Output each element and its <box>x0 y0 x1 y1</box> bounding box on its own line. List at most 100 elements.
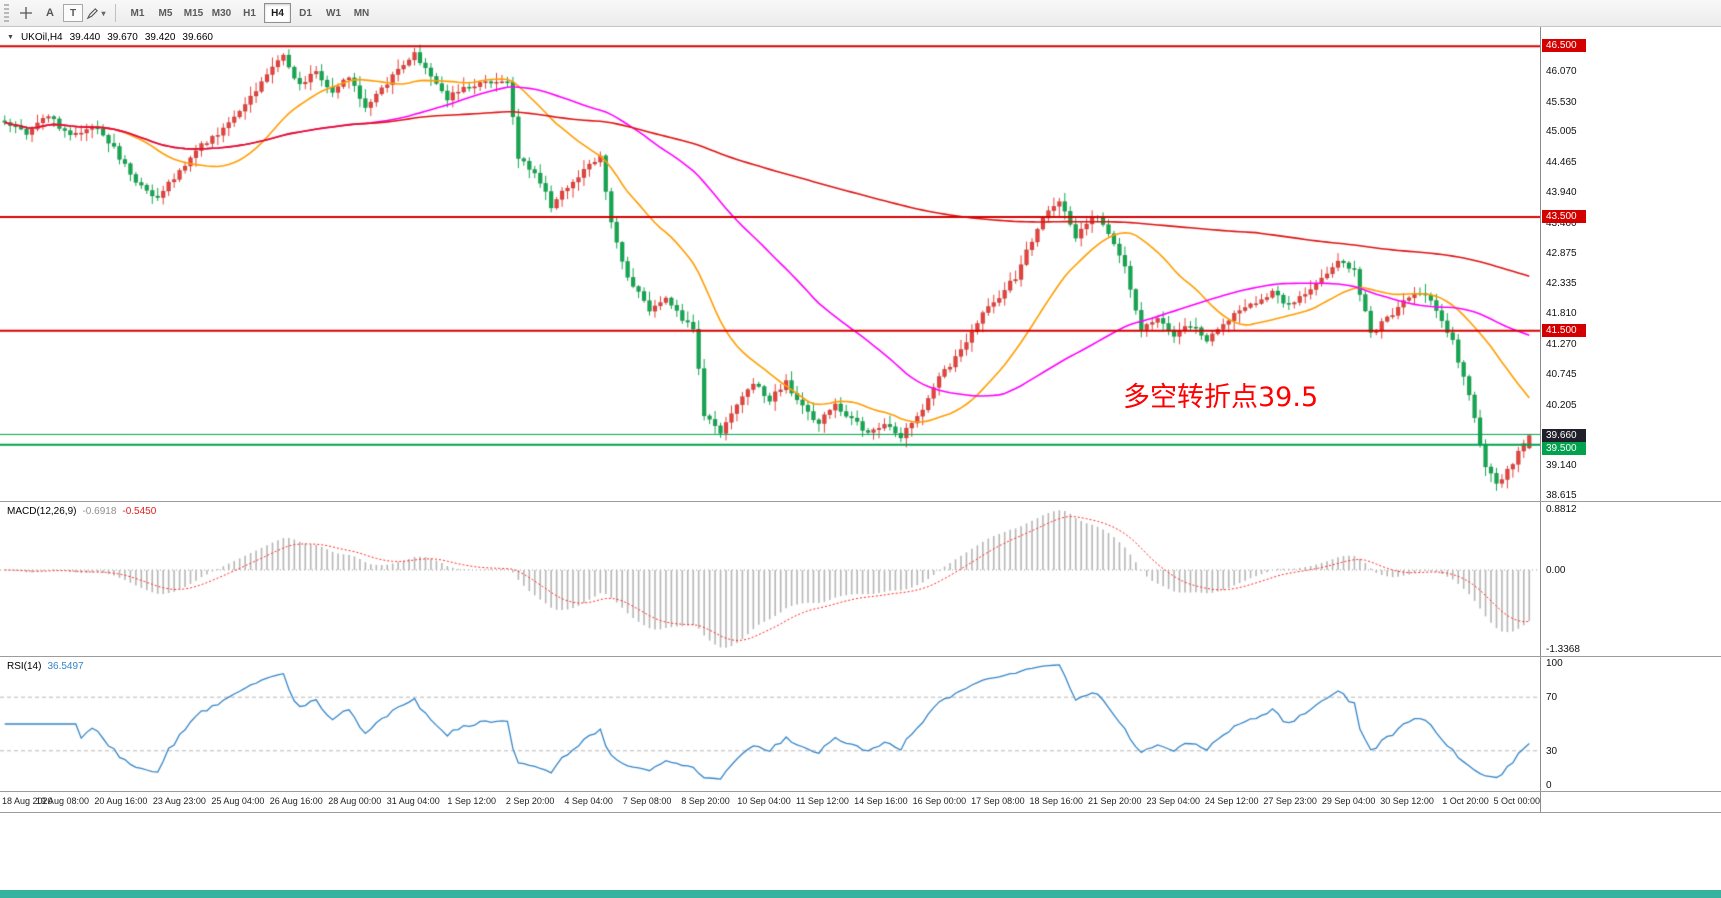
toolbar: A T ▾ M1 M5 M15 M30 H1 H4 D1 W1 MN <box>0 0 1721 27</box>
time-axis-label: 19 Aug 08:00 <box>35 796 89 806</box>
pencil-icon <box>87 7 99 19</box>
time-axis-label: 18 Aug 2020 <box>2 796 53 806</box>
toolbar-grip[interactable] <box>4 4 9 22</box>
timeframe-button-m1[interactable]: M1 <box>124 3 151 23</box>
price-tick: 44.465 <box>1546 157 1577 169</box>
ohlc-low: 39.420 <box>144 32 176 43</box>
price-level-label: 39.500 <box>1542 441 1586 455</box>
time-axis-label: 23 Aug 23:00 <box>152 796 206 806</box>
panel-resize-separator[interactable] <box>0 656 1721 657</box>
time-axis-label: 21 Sep 20:00 <box>1087 796 1142 806</box>
macd-panel: MACD(12,26,9) -0.6918 -0.5450 <box>0 502 1540 656</box>
rsi-value: 36.5497 <box>47 661 84 672</box>
price-tick: 43.940 <box>1546 187 1577 199</box>
ohlc-open: 39.440 <box>69 32 101 43</box>
price-level-label: 46.500 <box>1542 39 1586 53</box>
macd-label: MACD(12,26,9) <box>7 506 77 517</box>
price-tick: 39.140 <box>1546 460 1577 472</box>
time-axis-label: 7 Sep 08:00 <box>622 796 672 806</box>
price-level-label: 43.500 <box>1542 210 1586 224</box>
bottom-accent-bar <box>0 890 1721 898</box>
timeframe-button-m15[interactable]: M15 <box>180 3 207 23</box>
chart-header: ▼ UKOil,H4 39.440 39.670 39.420 39.660 <box>7 32 213 43</box>
rsi-header: RSI(14) 36.5497 <box>7 661 84 672</box>
time-axis-label: 17 Sep 08:00 <box>971 796 1025 806</box>
text-tool-button[interactable]: T <box>63 4 83 22</box>
price-tick: 43.400 <box>1546 217 1577 229</box>
chart-annotation-text: 多空转折点39.5 <box>1123 382 1319 413</box>
price-level-label: 41.500 <box>1542 323 1586 337</box>
time-axis-label: 26 Aug 16:00 <box>269 796 323 806</box>
rsi-axis-tick: 100 <box>1546 658 1563 669</box>
time-axis-label: 18 Sep 16:00 <box>1029 796 1084 806</box>
toolbar-separator <box>115 4 116 22</box>
time-axis-label: 25 Aug 04:00 <box>211 796 265 806</box>
timeframe-button-m5[interactable]: M5 <box>152 3 179 23</box>
macd-axis-tick: -1.3368 <box>1546 644 1580 655</box>
price-axis[interactable]: 46.070 45.530 45.005 44.465 43.940 43.400 42.8… <box>1540 27 1721 812</box>
price-tick: 45.530 <box>1546 96 1577 108</box>
rsi-axis-tick: 30 <box>1546 745 1558 757</box>
panel-resize-separator[interactable] <box>0 791 1721 792</box>
time-axis-label: 24 Sep 12:00 <box>1204 796 1259 806</box>
time-axis-label: 11 Sep 12:00 <box>796 796 849 806</box>
rsi-axis-tick: 0 <box>1546 780 1552 791</box>
crosshair-tool-button[interactable] <box>15 3 37 24</box>
timeframe-button-h1[interactable]: H1 <box>236 3 263 23</box>
panel-resize-separator[interactable] <box>0 501 1721 502</box>
time-axis-label: 10 Sep 04:00 <box>737 796 791 806</box>
time-axis-label: 1 Sep 12:00 <box>447 796 496 806</box>
timeframe-button-m30[interactable]: M30 <box>208 3 235 23</box>
price-tick: 40.745 <box>1546 368 1577 380</box>
crosshair-icon <box>20 7 32 19</box>
price-tick: 42.335 <box>1546 278 1577 290</box>
price-tick: 45.005 <box>1546 126 1577 138</box>
macd-canvas[interactable] <box>0 502 1540 656</box>
timeframe-toolbar: M1 M5 M15 M30 H1 H4 D1 W1 MN <box>124 3 375 23</box>
price-level-label: 39.660 <box>1542 428 1586 442</box>
ohlc-close: 39.660 <box>182 32 213 43</box>
time-axis-label: 2 Sep 20:00 <box>505 796 555 806</box>
timeframe-button-mn[interactable]: MN <box>348 3 375 23</box>
macd-main-value: -0.6918 <box>82 506 117 517</box>
time-axis-label: 16 Sep 00:00 <box>912 796 967 806</box>
draw-tools-button[interactable]: ▾ <box>85 3 107 24</box>
ohlc-high: 39.670 <box>107 32 138 43</box>
time-axis-label: 20 Aug 16:00 <box>94 796 148 806</box>
timeframe-button-w1[interactable]: W1 <box>320 3 347 23</box>
price-tick: 40.205 <box>1546 399 1577 411</box>
time-axis-label: 29 Sep 04:00 <box>1321 796 1376 806</box>
macd-axis-tick: 0.00 <box>1546 564 1566 576</box>
time-axis-label: 1 Oct 20:00 <box>1442 796 1489 806</box>
time-axis-border <box>0 812 1721 813</box>
price-tick: 41.810 <box>1546 308 1577 320</box>
time-axis-label: 28 Aug 00:00 <box>328 796 382 806</box>
time-axis-label: 4 Sep 04:00 <box>564 796 613 806</box>
price-chart-panel: ▼ UKOil,H4 39.440 39.670 39.420 39.660 多… <box>0 27 1540 501</box>
rsi-axis-tick: 70 <box>1546 692 1558 704</box>
macd-signal-value: -0.5450 <box>122 506 157 517</box>
timeframe-button-h4[interactable]: H4 <box>264 3 291 23</box>
price-tick: 38.615 <box>1546 490 1577 502</box>
macd-axis-tick: 0.8812 <box>1546 504 1577 515</box>
time-axis-label: 23 Sep 04:00 <box>1146 796 1200 806</box>
time-axis[interactable]: 18 Aug 2020 19 Aug 08:00 20 Aug 16:00 23 Au… <box>0 792 1540 812</box>
rsi-label: RSI(14) <box>7 661 42 672</box>
arrow-tool-button[interactable]: A <box>39 3 61 24</box>
price-tick: 41.270 <box>1546 338 1577 350</box>
price-tick: 46.070 <box>1546 65 1577 77</box>
time-axis-label: 5 Oct 00:00 <box>1493 796 1540 806</box>
time-axis-label: 30 Sep 12:00 <box>1380 796 1434 806</box>
macd-header: MACD(12,26,9) -0.6918 -0.5450 <box>7 506 156 517</box>
symbol-timeframe-label: UKOil,H4 <box>20 32 63 43</box>
timeframe-button-d1[interactable]: D1 <box>292 3 319 23</box>
time-axis-label: 14 Sep 16:00 <box>854 796 908 806</box>
quote-panel-toggle-icon[interactable]: ▼ <box>7 34 14 41</box>
rsi-canvas[interactable] <box>0 657 1540 791</box>
time-axis-label: 31 Aug 04:00 <box>386 796 440 806</box>
time-axis-label: 27 Sep 23:00 <box>1263 796 1317 806</box>
rsi-panel: RSI(14) 36.5497 <box>0 657 1540 791</box>
dropdown-caret-icon: ▾ <box>101 8 106 18</box>
price-chart-canvas[interactable] <box>0 27 1540 501</box>
